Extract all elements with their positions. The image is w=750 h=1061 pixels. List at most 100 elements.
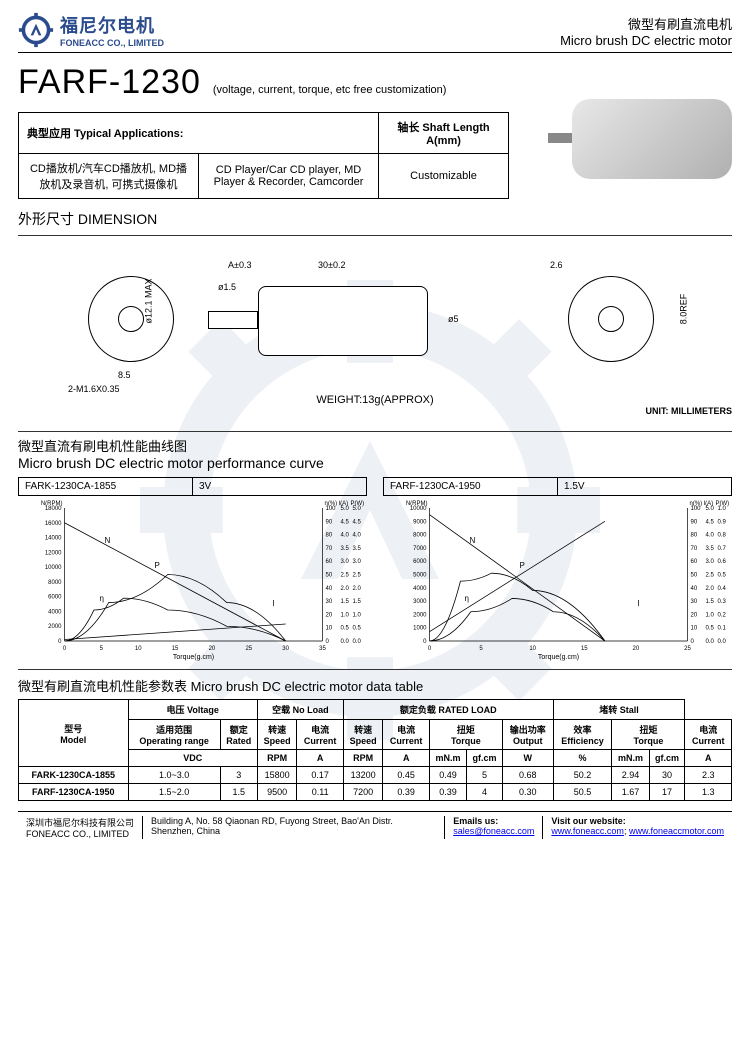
- svg-text:40: 40: [691, 586, 698, 592]
- svg-text:I: I: [273, 599, 275, 608]
- svg-text:3000: 3000: [413, 599, 427, 605]
- logo-block: 福尼尔电机 FONEACC CO., LIMITED: [18, 12, 164, 48]
- svg-text:P: P: [155, 561, 160, 570]
- svg-text:0: 0: [326, 639, 330, 645]
- svg-text:50: 50: [691, 573, 698, 579]
- chart-2: FARF-1230CA-19501.5V 0100020003000400050…: [383, 477, 732, 661]
- email-link[interactable]: sales@foneacc.com: [453, 826, 534, 836]
- svg-text:2000: 2000: [413, 612, 427, 618]
- svg-text:0.3: 0.3: [718, 599, 727, 605]
- svg-text:2.5: 2.5: [706, 573, 715, 579]
- model-title: FARF-1230: [18, 63, 201, 102]
- svg-text:80: 80: [691, 533, 698, 539]
- svg-text:0.0: 0.0: [706, 639, 715, 645]
- app-cn: CD播放机/汽车CD播放机, MD播放机及录音机, 可携式摄像机: [19, 154, 199, 199]
- svg-text:9000: 9000: [413, 519, 427, 525]
- applications-table: 典型应用 Typical Applications: 轴长 Shaft Leng…: [18, 112, 509, 199]
- header-right-en: Micro brush DC electric motor: [560, 33, 732, 48]
- svg-text:3.0: 3.0: [353, 559, 362, 565]
- logo-gear-icon: [18, 12, 54, 48]
- svg-text:8000: 8000: [413, 533, 427, 539]
- svg-text:30: 30: [691, 599, 698, 605]
- svg-text:0.1: 0.1: [718, 626, 727, 632]
- svg-text:2000: 2000: [48, 624, 62, 630]
- svg-text:I: I: [638, 599, 640, 608]
- svg-text:N(RPM): N(RPM): [406, 501, 428, 507]
- shaft-header: 轴长 Shaft Length A(mm): [379, 113, 509, 154]
- svg-text:90: 90: [691, 519, 698, 525]
- motor-photo: [572, 99, 732, 179]
- svg-text:I(A): I(A): [339, 501, 349, 507]
- svg-text:2.0: 2.0: [341, 586, 350, 592]
- svg-text:4000: 4000: [413, 586, 427, 592]
- svg-text:6000: 6000: [413, 559, 427, 565]
- svg-text:Torque(g.cm): Torque(g.cm): [173, 654, 214, 661]
- svg-text:7000: 7000: [413, 546, 427, 552]
- svg-text:N(RPM): N(RPM): [41, 501, 63, 507]
- svg-text:1.5: 1.5: [341, 599, 350, 605]
- svg-text:2.0: 2.0: [706, 586, 715, 592]
- svg-text:20: 20: [209, 646, 216, 652]
- svg-text:2.0: 2.0: [353, 586, 362, 592]
- website-link-1[interactable]: www.foneacc.com: [551, 826, 624, 836]
- svg-text:4.5: 4.5: [706, 519, 715, 525]
- svg-text:0.2: 0.2: [718, 612, 727, 618]
- logo-en: FONEACC CO., LIMITED: [60, 38, 164, 48]
- svg-text:0: 0: [58, 639, 62, 645]
- svg-text:15: 15: [581, 646, 588, 652]
- svg-text:16000: 16000: [45, 521, 62, 527]
- svg-text:η: η: [465, 594, 469, 603]
- svg-text:P(W): P(W): [716, 501, 730, 507]
- dimension-title: 外形尺寸 DIMENSION: [18, 209, 732, 229]
- svg-text:3.5: 3.5: [353, 546, 362, 552]
- svg-text:N: N: [470, 536, 476, 545]
- svg-text:η(%): η(%): [690, 501, 703, 507]
- shaft-val: Customizable: [379, 154, 509, 199]
- website-link-2[interactable]: www.foneaccmotor.com: [629, 826, 724, 836]
- title-row: FARF-1230 (voltage, current, torque, etc…: [18, 63, 732, 102]
- svg-text:60: 60: [326, 559, 333, 565]
- logo-cn: 福尼尔电机: [60, 12, 164, 38]
- data-table-section: 微型有刷直流电机性能参数表 Micro brush DC electric mo…: [18, 669, 732, 801]
- page-footer: 深圳市福尼尔科技有限公司FONEACC CO., LIMITED Buildin…: [18, 811, 732, 839]
- svg-text:25: 25: [245, 646, 252, 652]
- svg-text:η: η: [100, 594, 104, 603]
- app-header: 典型应用 Typical Applications:: [19, 113, 379, 154]
- svg-text:5000: 5000: [413, 573, 427, 579]
- svg-text:0.7: 0.7: [718, 546, 727, 552]
- svg-text:10000: 10000: [45, 565, 62, 571]
- table-row: FARK-1230CA-18551.0~3.03158000.17132000.…: [19, 767, 732, 784]
- chart-1: FARK-1230CA-18553V 020004000600080001000…: [18, 477, 367, 661]
- weight-label: WEIGHT:13g(APPROX): [18, 394, 732, 406]
- svg-text:3.5: 3.5: [341, 546, 350, 552]
- svg-text:4.0: 4.0: [353, 533, 362, 539]
- svg-text:60: 60: [691, 559, 698, 565]
- data-table: 型号 Model 电压 Voltage 空载 No Load 额定负载 RATE…: [18, 699, 732, 801]
- svg-text:3.0: 3.0: [341, 559, 350, 565]
- svg-text:1.5: 1.5: [706, 599, 715, 605]
- app-en: CD Player/Car CD player, MD Player & Rec…: [199, 154, 379, 199]
- svg-text:1.0: 1.0: [706, 612, 715, 618]
- svg-text:0.5: 0.5: [341, 626, 350, 632]
- svg-text:12000: 12000: [45, 550, 62, 556]
- svg-text:5: 5: [479, 646, 483, 652]
- svg-text:20: 20: [691, 612, 698, 618]
- svg-text:0: 0: [691, 639, 695, 645]
- svg-text:4.0: 4.0: [706, 533, 715, 539]
- svg-text:14000: 14000: [45, 536, 62, 542]
- svg-text:50: 50: [326, 573, 333, 579]
- page-header: 福尼尔电机 FONEACC CO., LIMITED 微型有刷直流电机 Micr…: [18, 12, 732, 53]
- svg-text:3.5: 3.5: [706, 546, 715, 552]
- svg-text:4.5: 4.5: [353, 519, 362, 525]
- svg-text:10: 10: [691, 626, 698, 632]
- svg-text:0.5: 0.5: [353, 626, 362, 632]
- svg-text:I(A): I(A): [704, 501, 714, 507]
- svg-text:80: 80: [326, 533, 333, 539]
- performance-section: 微型直流有刷电机性能曲线图 Micro brush DC electric mo…: [18, 431, 732, 661]
- svg-text:2.5: 2.5: [353, 573, 362, 579]
- svg-text:0.9: 0.9: [718, 519, 727, 525]
- svg-text:0.0: 0.0: [353, 639, 362, 645]
- svg-text:10: 10: [529, 646, 536, 652]
- table-row: FARF-1230CA-19501.5~2.01.595000.1172000.…: [19, 784, 732, 801]
- svg-text:2.5: 2.5: [341, 573, 350, 579]
